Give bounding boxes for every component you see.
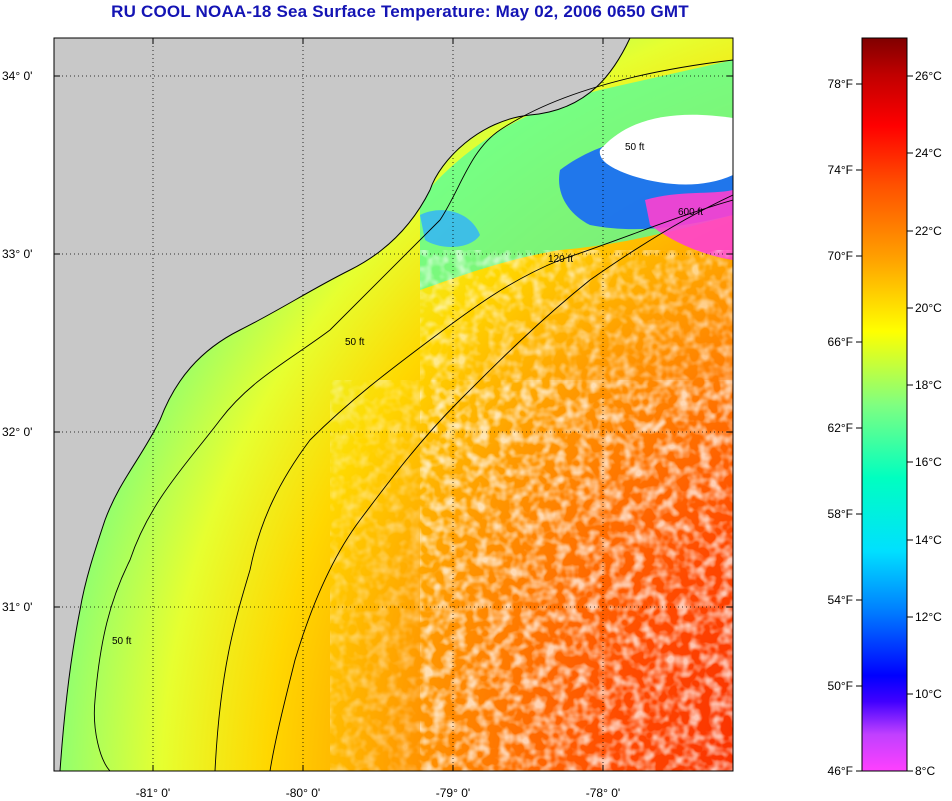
contour-600ft: [269, 194, 733, 771]
lat-label: 31° 0': [2, 600, 32, 614]
colorbar-label-f: 46°F: [828, 764, 853, 778]
colorbar-label-f: 58°F: [828, 507, 853, 521]
lat-label: 34° 0': [2, 69, 32, 83]
colorbar-label-f: 50°F: [828, 679, 853, 693]
colorbar-label-c: 20°C: [915, 301, 942, 315]
lon-label: -80° 0': [286, 786, 320, 800]
contour-label-mid: 120 ft: [548, 254, 573, 265]
contour-50ft: [93, 59, 733, 771]
contour-label-shelf: 50 ft: [112, 636, 132, 647]
lat-label: 32° 0': [2, 425, 32, 439]
sst-field: [54, 38, 733, 771]
colorbar-label-c: 16°C: [915, 455, 942, 469]
map-frame: [53, 37, 734, 772]
lat-label: 33° 0': [2, 247, 32, 261]
colorbar-label-c: 24°C: [915, 146, 942, 160]
colorbar-label-c: 8°C: [915, 764, 935, 778]
colorbar-label-c: 26°C: [915, 69, 942, 83]
colorbar-label-f: 62°F: [828, 421, 853, 435]
lon-label: -81° 0': [136, 786, 170, 800]
map-title: RU COOL NOAA-18 Sea Surface Temperature:…: [111, 2, 689, 21]
colorbar-label-f: 78°F: [828, 77, 853, 91]
contour-label-shelf: 50 ft: [345, 337, 365, 348]
colorbar-label-c: 14°C: [915, 533, 942, 547]
lon-label: -79° 0': [436, 786, 470, 800]
colorbar-label-c: 22°C: [915, 224, 942, 238]
colorbar-label-f: 70°F: [828, 249, 853, 263]
colorbar-label-f: 66°F: [828, 335, 853, 349]
lon-label: -78° 0': [586, 786, 620, 800]
colorbar-label-c: 12°C: [915, 610, 942, 624]
contour-label-shelf: 50 ft: [625, 142, 645, 153]
colorbar-label-c: 18°C: [915, 378, 942, 392]
contour-label-break: 600 ft: [678, 207, 703, 218]
colorbar-ticks: [856, 75, 913, 772]
land-mass: [54, 38, 630, 771]
colorbar-label-f: 54°F: [828, 593, 853, 607]
colorbar-label-f: 74°F: [828, 163, 853, 177]
colorbar-label-c: 10°C: [915, 687, 942, 701]
colorbar: [861, 37, 908, 772]
contour-120ft: [214, 199, 733, 771]
